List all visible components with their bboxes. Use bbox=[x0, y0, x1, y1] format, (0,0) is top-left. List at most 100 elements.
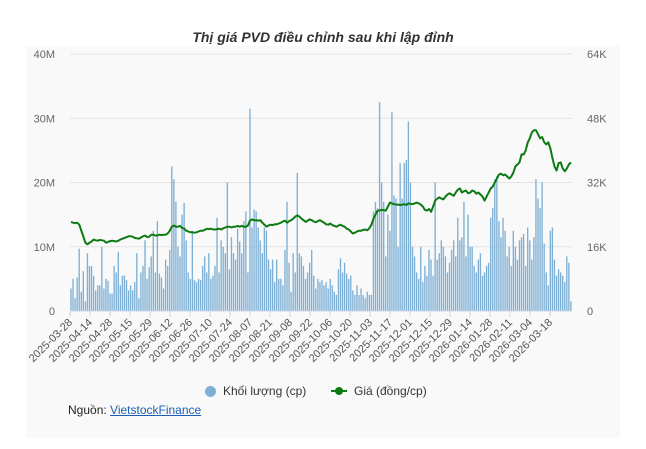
volume-bar bbox=[97, 285, 99, 311]
volume-bar bbox=[109, 293, 111, 311]
volume-bar bbox=[152, 230, 154, 311]
volume-bar bbox=[315, 288, 317, 311]
volume-bar bbox=[389, 230, 391, 311]
volume-bar bbox=[129, 285, 132, 311]
volume-bar bbox=[99, 285, 101, 311]
volume-bar bbox=[125, 280, 128, 311]
right-axis-tick-label: 16K bbox=[587, 242, 607, 254]
volume-bar bbox=[420, 246, 422, 311]
left-axis-tick-label: 0 bbox=[49, 306, 55, 318]
legend-volume-label: Khối lượng (cp) bbox=[223, 384, 307, 398]
volume-bar bbox=[436, 259, 438, 311]
volume-bar bbox=[504, 230, 506, 311]
volume-bar bbox=[327, 288, 329, 311]
volume-bar bbox=[220, 240, 222, 311]
volume-bar bbox=[257, 227, 259, 311]
volume-bar bbox=[354, 294, 356, 311]
volume-bar bbox=[494, 179, 496, 311]
volume-bar bbox=[86, 253, 89, 311]
volume-bar bbox=[343, 262, 346, 311]
volume-bar bbox=[214, 266, 216, 311]
volume-bar bbox=[537, 198, 539, 311]
volume-bar bbox=[360, 288, 362, 311]
right-axis-tick-label: 32K bbox=[587, 178, 607, 190]
volume-bar bbox=[101, 246, 103, 311]
volume-bar bbox=[183, 203, 185, 311]
volume-bar bbox=[500, 237, 502, 311]
left-axis-tick-label: 40M bbox=[34, 49, 55, 61]
volume-bar bbox=[193, 280, 196, 311]
volume-bar bbox=[438, 253, 440, 311]
volume-bar bbox=[113, 266, 115, 311]
legend-price-label: Giá (đồng/cp) bbox=[354, 384, 427, 398]
volume-bar bbox=[226, 182, 229, 311]
volume-bar bbox=[132, 290, 134, 311]
volume-bar bbox=[529, 240, 531, 311]
volume-bar bbox=[434, 182, 436, 311]
source-note: Nguồn: VietstockFinance bbox=[68, 403, 201, 417]
volume-bar bbox=[195, 282, 198, 311]
volume-bar bbox=[296, 172, 298, 311]
volume-bar bbox=[553, 259, 556, 311]
volume-bar bbox=[82, 271, 85, 311]
volume-bar bbox=[471, 246, 473, 311]
price-line bbox=[70, 129, 572, 246]
volume-bar bbox=[276, 259, 278, 311]
volume-bar bbox=[199, 280, 202, 311]
volume-bar bbox=[541, 182, 543, 311]
volume-bar bbox=[206, 272, 208, 311]
volume-bar bbox=[261, 253, 263, 311]
volume-bar bbox=[158, 273, 161, 311]
volume-bar bbox=[413, 256, 416, 311]
volume-bar bbox=[271, 259, 274, 311]
volume-bar bbox=[189, 278, 191, 311]
legend-item-price[interactable]: Giá (đồng/cp) bbox=[331, 384, 427, 398]
volume-bar bbox=[173, 179, 175, 311]
source-link[interactable]: VietstockFinance bbox=[110, 403, 202, 417]
volume-bar bbox=[380, 182, 383, 311]
volume-bar bbox=[401, 198, 403, 311]
legend-volume-icon bbox=[205, 385, 216, 397]
volume-bar bbox=[278, 278, 280, 311]
volume-bar bbox=[409, 182, 412, 311]
volume-bar bbox=[516, 259, 519, 311]
volume-bar bbox=[232, 253, 235, 311]
volume-bar bbox=[424, 266, 426, 311]
volume-bar bbox=[197, 278, 200, 311]
volume-bar bbox=[397, 246, 399, 311]
volume-bar bbox=[156, 221, 159, 311]
volume-bar bbox=[243, 221, 245, 311]
volume-bar bbox=[417, 278, 420, 311]
volume-bar bbox=[512, 230, 514, 311]
volume-bar bbox=[399, 163, 401, 311]
volume-bar bbox=[201, 266, 204, 311]
volume-bar bbox=[319, 282, 321, 311]
volume-bar bbox=[94, 290, 97, 311]
volume-bar bbox=[333, 291, 336, 311]
volume-bar bbox=[514, 246, 517, 311]
volume-bar bbox=[383, 201, 385, 311]
volume-bar bbox=[92, 275, 95, 311]
chart-title: Thị giá PVD điều chỉnh sau khi lập đỉnh bbox=[192, 29, 454, 45]
volume-bar bbox=[403, 163, 405, 311]
volume-bar bbox=[323, 285, 325, 311]
legend-item-volume[interactable]: Khối lượng (cp) bbox=[205, 384, 306, 398]
volume-bar bbox=[539, 208, 541, 311]
volume-bar bbox=[350, 275, 352, 311]
volume-bar bbox=[345, 273, 348, 311]
volume-bar bbox=[290, 291, 292, 311]
volume-bar bbox=[570, 301, 572, 311]
legend-price-icon bbox=[331, 387, 347, 395]
volume-bar bbox=[103, 288, 105, 311]
volume-bar bbox=[105, 278, 107, 311]
volume-bar bbox=[210, 278, 212, 311]
volume-bar bbox=[253, 209, 255, 311]
volume-bar bbox=[317, 278, 319, 311]
volume-bar bbox=[461, 237, 463, 311]
volume-bar bbox=[527, 227, 529, 311]
volume-bar bbox=[341, 272, 344, 311]
volume-bar bbox=[568, 262, 570, 311]
volume-bar bbox=[191, 230, 194, 311]
volume-bar bbox=[452, 240, 455, 311]
